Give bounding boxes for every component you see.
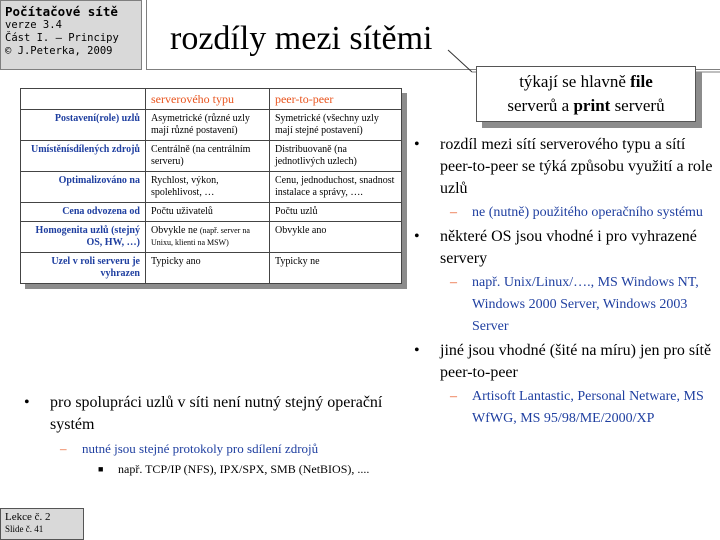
right-bullet-list: • rozdíl mezi sítí serverového typu a sít…	[414, 134, 714, 432]
sub-bullet-item: – ne (nutně) použitého operačního systému	[414, 202, 714, 224]
bullet-dot-icon: •	[414, 228, 420, 245]
square-bullet-icon: ■	[98, 464, 104, 474]
cell-server-note: (např. server na Unixu, klienti na MSW)	[151, 226, 250, 247]
cell-p2p: Symetrické (všechny uzly mají stejné pos…	[268, 109, 403, 141]
cell-p2p: Cenu, jednoduchost, snadnost instalace a…	[268, 171, 403, 203]
sub-bullet-text: nutné jsou stejné protokoly pro sdílení …	[82, 441, 319, 456]
table-header-row: serverového typu peer-to-peer	[20, 88, 403, 110]
cell-p2p: Typicky ne	[268, 252, 403, 284]
sub-bullet-text: Artisoft Lantastic, Personal Netware, MS…	[472, 389, 704, 426]
cell-server: Rychlost, výkon, spolehlivost, …	[145, 171, 270, 203]
course-author: © J.Peterka, 2009	[5, 45, 113, 57]
bullet-item: • pro spolupráci uzlů v síti není nutný s…	[24, 392, 392, 436]
bullet-text: rozdíl mezi sítí serverového typu a sítí…	[440, 136, 713, 197]
bullet-text: jiné jsou vhodné (šité na míru) jen pro …	[440, 342, 712, 381]
cell-p2p: Distribuovaně (na jednotlivých uzlech)	[268, 140, 403, 172]
sub-sub-bullet-item: ■ např. TCP/IP (NFS), IPX/SPX, SMB (NetBI…	[24, 462, 392, 477]
bullet-dot-icon: •	[414, 136, 420, 153]
sub-bullet-item: – nutné jsou stejné protokoly pro sdílení…	[24, 438, 392, 460]
row-label: Homogenita uzlů (stejný OS, HW, …)	[20, 221, 146, 253]
slide-info-box: Lekce č. 2 Slide č. 41	[0, 508, 84, 540]
bullet-dot-icon: •	[414, 342, 420, 359]
cell-server: Asymetrické (různé uzly mají různé posta…	[145, 109, 270, 141]
row-label: Optimalizováno na	[20, 171, 146, 203]
callout-bold-print: print	[573, 96, 611, 115]
table-row: Uzel v roli serveru je vyhrazen Typicky …	[20, 252, 403, 284]
callout-box: týkají se hlavně file serverů a print se…	[476, 66, 696, 122]
cell-server-text: Obvykle ne	[151, 225, 198, 236]
sub-bullet-text: např. Unix/Linux/…., MS Windows NT, Wind…	[472, 275, 699, 334]
cell-server: Obvykle ne (např. server na Unixu, klien…	[145, 221, 270, 253]
table-row: Cena odvozena od Počtu uživatelů Počtu u…	[20, 202, 403, 222]
callout-line-2: serverů a print serverů	[477, 94, 695, 118]
row-label: Cena odvozena od	[20, 202, 146, 222]
row-label: Umístěnísdílených zdrojů	[20, 140, 146, 172]
callout-text: serverů	[610, 96, 665, 115]
slide-number: Slide č. 41	[5, 524, 44, 534]
lecture-number: Lekce č. 2	[5, 511, 51, 523]
bullet-item: • některé OS jsou vhodné i pro vyhrazené …	[414, 226, 714, 270]
row-label: Postavení(role) uzlů	[20, 109, 146, 141]
title-area	[146, 0, 720, 70]
table-row: Homogenita uzlů (stejný OS, HW, …) Obvyk…	[20, 221, 403, 253]
bullet-item: • jiné jsou vhodné (šité na míru) jen pro…	[414, 340, 714, 384]
callout-bold-file: file	[630, 72, 653, 91]
header-server: serverového typu	[145, 88, 270, 110]
course-version: verze 3.4	[5, 19, 62, 31]
bullet-dot-icon: •	[24, 394, 30, 411]
bullet-item: • rozdíl mezi sítí serverového typu a sít…	[414, 134, 714, 200]
row-label: Uzel v roli serveru je vyhrazen	[20, 252, 146, 284]
table-corner	[20, 88, 146, 110]
comparison-table: serverového typu peer-to-peer Postavení(…	[20, 88, 403, 284]
sub-bullet-item: – Artisoft Lantastic, Personal Netware, M…	[414, 386, 714, 430]
header-p2p: peer-to-peer	[268, 88, 403, 110]
cell-p2p: Obvykle ano	[268, 221, 403, 253]
cell-server: Počtu uživatelů	[145, 202, 270, 222]
dash-icon: –	[450, 389, 457, 404]
bullet-text: pro spolupráci uzlů v síti není nutný st…	[50, 394, 383, 433]
cell-p2p: Počtu uzlů	[268, 202, 403, 222]
cell-server: Typicky ano	[145, 252, 270, 284]
dash-icon: –	[450, 205, 457, 220]
callout-text: serverů a	[507, 96, 574, 115]
sub-bullet-item: – např. Unix/Linux/…., MS Windows NT, Win…	[414, 272, 714, 338]
bullet-text: některé OS jsou vhodné i pro vyhrazené s…	[440, 228, 697, 267]
dash-icon: –	[60, 441, 67, 456]
course-part: Část I. – Principy	[5, 32, 119, 44]
course-info-box: Počítačové sítě verze 3.4 Část I. – Prin…	[0, 0, 142, 70]
table-row: Optimalizováno na Rychlost, výkon, spole…	[20, 171, 403, 203]
sub-bullet-text: ne (nutně) použitého operačního systému	[472, 205, 703, 220]
dash-icon: –	[450, 275, 457, 290]
cell-server: Centrálně (na centrálním serveru)	[145, 140, 270, 172]
table-row: Postavení(role) uzlů Asymetrické (různé …	[20, 109, 403, 141]
callout-line-1: týkají se hlavně file	[477, 70, 695, 94]
table-row: Umístěnísdílených zdrojů Centrálně (na c…	[20, 140, 403, 172]
left-bullet-list: • pro spolupráci uzlů v síti není nutný s…	[24, 392, 392, 477]
slide-title: rozdíly mezi sítěmi	[170, 20, 433, 57]
callout-text: týkají se hlavně	[519, 72, 631, 91]
course-title: Počítačové sítě	[5, 4, 118, 19]
sub-sub-bullet-text: např. TCP/IP (NFS), IPX/SPX, SMB (NetBIO…	[118, 462, 370, 476]
